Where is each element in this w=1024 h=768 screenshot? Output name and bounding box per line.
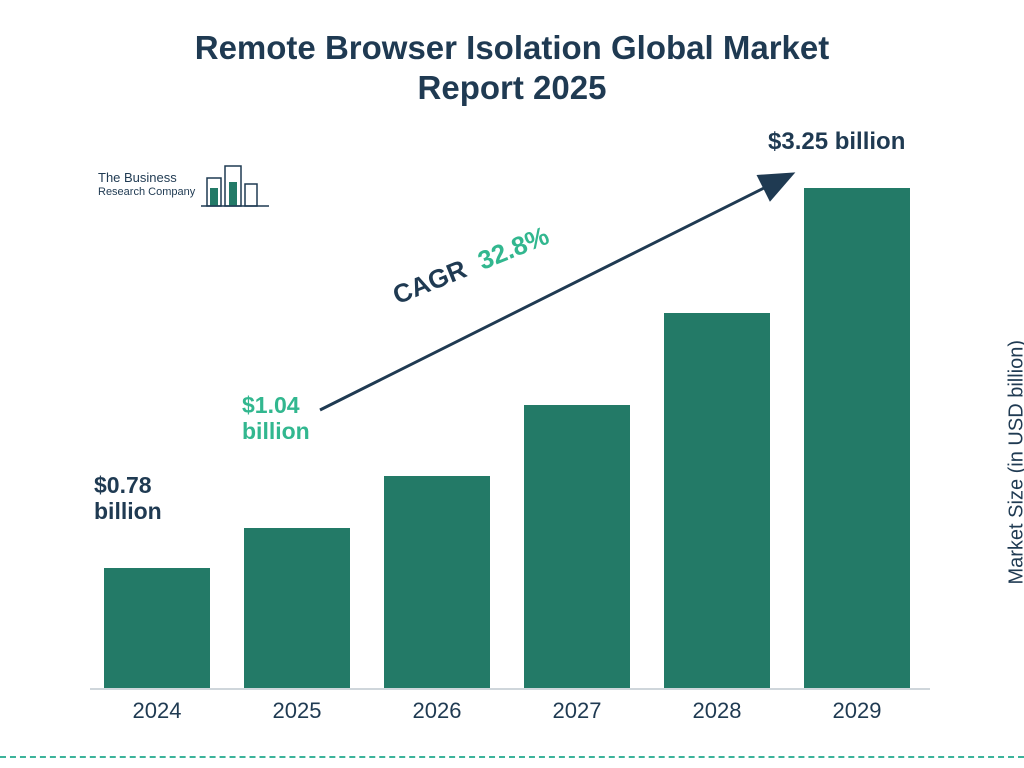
value-label: $3.25 billion	[768, 128, 905, 156]
chart-bar	[804, 188, 910, 688]
chart-container: Remote Browser Isolation Global MarketRe…	[0, 0, 1024, 768]
cagr-percent: 32.8%	[473, 220, 553, 275]
logo-text: The Business Research Company	[98, 171, 195, 199]
logo-line2: Research Company	[98, 186, 195, 199]
x-axis-label: 2029	[804, 698, 910, 724]
value-label: $0.78billion	[94, 472, 162, 525]
chart-bar	[244, 528, 350, 688]
cagr-label: CAGR 32.8%	[388, 220, 553, 311]
chart-bar	[524, 405, 630, 688]
buildings-icon	[201, 160, 271, 210]
chart-bar	[664, 313, 770, 688]
company-logo: The Business Research Company	[98, 160, 271, 210]
y-axis-label: Market Size (in USD billion)	[1006, 340, 1024, 585]
x-axis-label: 2025	[244, 698, 350, 724]
cagr-text: CAGR	[388, 254, 470, 310]
page-title: Remote Browser Isolation Global MarketRe…	[0, 28, 1024, 107]
x-axis-label: 2024	[104, 698, 210, 724]
bottom-divider	[0, 756, 1024, 758]
chart-bar	[104, 568, 210, 688]
title-text: Remote Browser Isolation Global MarketRe…	[195, 29, 829, 106]
x-axis-baseline	[90, 688, 930, 690]
x-axis-label: 2027	[524, 698, 630, 724]
x-axis-label: 2028	[664, 698, 770, 724]
x-axis-label: 2026	[384, 698, 490, 724]
logo-line1: The Business	[98, 171, 195, 186]
value-label: $1.04billion	[242, 392, 310, 445]
chart-bar	[384, 476, 490, 688]
